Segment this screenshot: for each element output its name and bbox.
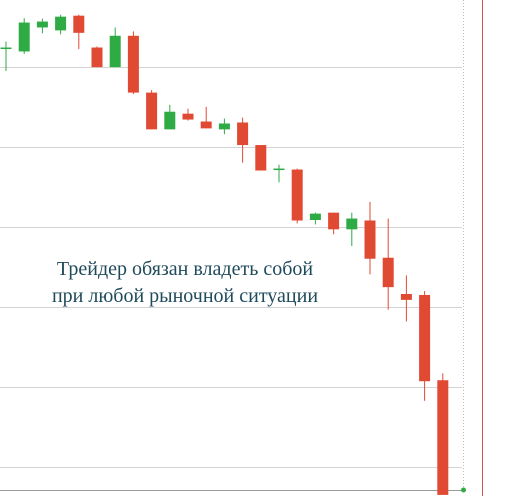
candle-body [291, 169, 303, 221]
grid-lines [0, 67, 462, 468]
bearish-candle [200, 106, 212, 129]
bearish-candle [400, 275, 412, 322]
bearish-candle [127, 31, 139, 95]
candle-body [36, 21, 48, 28]
bullish-candle [109, 27, 121, 68]
candle-body [91, 47, 103, 68]
candle-body [164, 111, 176, 130]
candle-body [18, 22, 30, 52]
candle-body [146, 92, 158, 130]
last-price-dot [461, 487, 466, 493]
bearish-candle [237, 117, 249, 163]
bullish-candle [18, 18, 30, 54]
candle-body [364, 220, 376, 259]
bearish-candle [364, 201, 376, 275]
candle-body [73, 15, 85, 33]
candle-body [309, 213, 321, 221]
bearish-candle [73, 14, 85, 49]
bullish-candle [55, 14, 67, 35]
bullish-candle [164, 104, 176, 130]
bullish-candle [309, 212, 321, 225]
candle-body [346, 218, 358, 230]
candle-body [127, 35, 139, 93]
bullish-candle [273, 164, 285, 183]
candle-body [437, 380, 449, 495]
candles [0, 14, 449, 495]
bearish-candle [291, 168, 303, 224]
bearish-candle [328, 212, 340, 235]
candle-body [328, 212, 340, 230]
bearish-candle [91, 46, 103, 68]
candle-body [382, 257, 394, 288]
bearish-candle [382, 218, 394, 310]
bearish-candle [255, 145, 267, 171]
candle-body [273, 168, 285, 171]
candle-body [0, 47, 12, 50]
candle-body [419, 294, 431, 382]
candle-body [109, 35, 121, 68]
bearish-candle [182, 108, 194, 121]
bearish-candle [437, 373, 449, 495]
caption-line-1: Трейдер обязан владеть собой [56, 258, 314, 280]
candle-body [200, 121, 212, 129]
candle-body [255, 145, 267, 171]
bullish-candle [218, 118, 230, 135]
candle-body [400, 294, 412, 300]
bullish-candle [0, 41, 12, 72]
caption-line-2: при любой рыночной ситуации [51, 285, 319, 307]
bearish-candle [419, 291, 431, 401]
bullish-candle [36, 18, 48, 34]
bullish-candle [346, 212, 358, 246]
candle-body [182, 113, 194, 120]
candle-body [55, 16, 67, 31]
candle-body [237, 122, 249, 146]
candle-body [218, 123, 230, 130]
bearish-candle [146, 90, 158, 130]
